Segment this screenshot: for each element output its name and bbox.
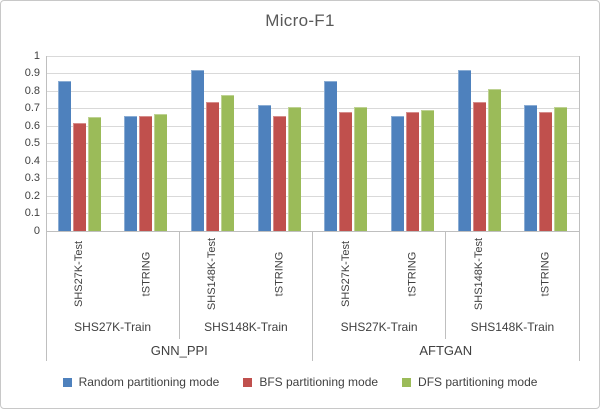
- y-tick-label: 0: [33, 224, 40, 237]
- category-divider: [178, 231, 180, 339]
- category-model-label: AFTGAN: [419, 342, 473, 358]
- category-train-label: SHS27K-Train: [74, 320, 152, 334]
- plot-border: [578, 56, 580, 361]
- y-tick-label: 1: [33, 49, 40, 62]
- gridline: [46, 90, 579, 92]
- y-tick-label: 0.6: [24, 119, 40, 132]
- bar-dfs: [420, 110, 434, 231]
- bar-dfs: [354, 106, 368, 231]
- bar-bfs: [139, 115, 153, 231]
- legend-item: Random partitioning mode: [62, 375, 220, 389]
- y-tick-label: 0.4: [24, 154, 40, 167]
- y-tick-label: 0.5: [24, 137, 40, 149]
- bar-random: [390, 115, 404, 231]
- chart-title: Micro-F1: [265, 11, 335, 30]
- legend-label: Random partitioning mode: [78, 375, 220, 389]
- bar-random: [191, 70, 205, 231]
- category-test-label-text: tSTRING: [539, 251, 552, 297]
- category-model-label: GNN_PPI: [150, 342, 208, 358]
- category-test-label: SHS27K-Test: [313, 233, 380, 315]
- y-tick-label: 0.9: [24, 67, 40, 79]
- gridline: [46, 160, 579, 162]
- category-test-label: SHS148K-Test: [179, 233, 246, 315]
- bar-bfs: [405, 112, 419, 231]
- bar-bfs: [206, 101, 220, 231]
- category-test-label: SHS27K-Test: [46, 233, 113, 315]
- gridline: [46, 143, 579, 144]
- legend-swatch-icon: [62, 377, 72, 387]
- y-tick-label: 0.2: [24, 189, 40, 202]
- legend-label: BFS partitioning mode: [259, 375, 379, 389]
- category-train-label: SHS148K-Train: [470, 320, 555, 334]
- bar-bfs: [72, 122, 86, 231]
- bar-random: [324, 80, 338, 231]
- bar-random: [124, 115, 138, 231]
- y-tick-label: 0.8: [24, 84, 40, 97]
- gridline: [46, 108, 579, 109]
- bar-bfs: [339, 112, 353, 231]
- bar-dfs: [87, 117, 101, 231]
- bar-random: [457, 70, 471, 231]
- legend-label: DFS partitioning mode: [418, 375, 538, 389]
- legend-swatch-icon: [243, 377, 253, 387]
- y-tick-label: 0.3: [24, 172, 40, 184]
- bar-dfs: [221, 94, 235, 231]
- gridline: [46, 125, 579, 127]
- legend-item: DFS partitioning mode: [402, 375, 537, 389]
- category-test-label-text: tSTRING: [406, 251, 419, 297]
- category-test-label-text: SHS27K-Test: [339, 240, 352, 308]
- category-test-label: tSTRING: [512, 233, 579, 315]
- gridline: [46, 213, 579, 214]
- bar-bfs: [272, 115, 286, 231]
- category-divider: [312, 231, 313, 361]
- y-tick-label: 0.1: [24, 207, 40, 219]
- gridline: [46, 73, 579, 74]
- y-tick-label: 0.7: [24, 102, 40, 114]
- legend: Random partitioning mode BFS partitioning…: [1, 375, 599, 389]
- category-test-label: tSTRING: [379, 233, 446, 315]
- category-test-label-text: tSTRING: [139, 251, 152, 297]
- legend-swatch-icon: [402, 377, 412, 387]
- bar-dfs: [154, 113, 168, 231]
- plot-border: [45, 56, 47, 361]
- bar-dfs: [554, 106, 568, 231]
- bar-dfs: [487, 89, 501, 231]
- gridline: [46, 195, 579, 197]
- bar-random: [524, 105, 538, 231]
- category-test-label-text: SHS148K-Test: [473, 237, 486, 311]
- bar-dfs: [287, 106, 301, 231]
- bar-bfs: [539, 112, 553, 231]
- category-train-label: SHS148K-Train: [204, 320, 288, 334]
- category-test-label-text: tSTRING: [273, 251, 286, 297]
- bar-random: [257, 105, 271, 231]
- category-test-label: tSTRING: [113, 233, 180, 315]
- bar-bfs: [472, 101, 486, 231]
- bar-random: [57, 80, 71, 231]
- gridline: [46, 178, 579, 179]
- category-test-label: SHS148K-Test: [446, 233, 513, 315]
- category-train-label: SHS27K-Train: [340, 320, 418, 334]
- category-divider: [445, 231, 447, 339]
- legend-item: BFS partitioning mode: [243, 375, 378, 389]
- category-test-label-text: SHS27K-Test: [73, 240, 86, 308]
- category-test-label: tSTRING: [246, 233, 313, 315]
- gridline: [46, 55, 579, 57]
- category-test-label-text: SHS148K-Test: [206, 237, 219, 311]
